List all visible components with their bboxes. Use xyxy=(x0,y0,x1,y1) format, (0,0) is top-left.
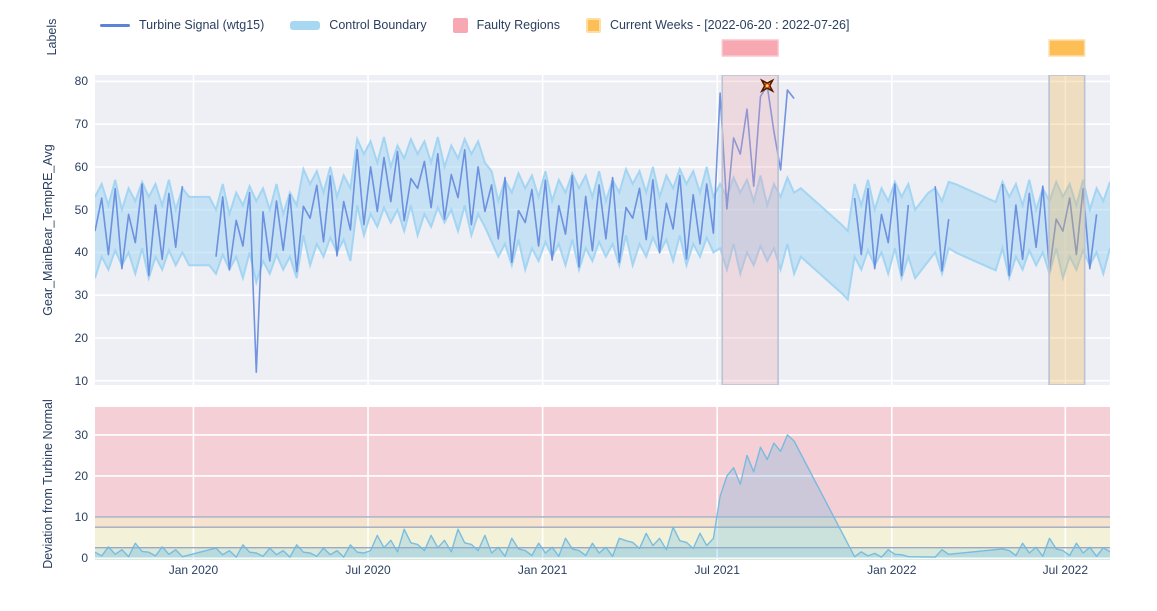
x-tick-label: Jan 2021 xyxy=(517,563,568,577)
main-y-tick-label: 50 xyxy=(74,202,88,217)
labels-axis-title: Labels xyxy=(45,18,59,56)
legend-item-2[interactable]: Faulty Regions xyxy=(452,17,560,33)
main-y-tick-label: 30 xyxy=(74,288,88,303)
main-y-axis-title: Gear_MainBear_TempRE_Avg xyxy=(41,144,55,316)
legend-item-3[interactable]: Current Weeks - [2022-06-20 : 2022-07-26… xyxy=(585,17,850,33)
x-tick-label: Jul 2021 xyxy=(694,563,740,577)
band-swatch-icon xyxy=(290,20,321,30)
main-y-tick-label: 40 xyxy=(74,245,88,260)
legend-item-1[interactable]: Control Boundary xyxy=(290,18,427,32)
zone-normal xyxy=(95,547,1110,560)
turbine-signal-line xyxy=(95,84,1098,373)
legend-item-0[interactable]: Turbine Signal (wtg15) xyxy=(100,18,264,32)
faulty-region-indicator xyxy=(721,39,779,57)
bottom-y-tick-label: 30 xyxy=(74,427,88,442)
deviation-chart-plot[interactable] xyxy=(95,407,1110,560)
main-y-tick-label: 10 xyxy=(74,373,88,388)
main-y-tick-label: 60 xyxy=(74,159,88,174)
zone-warning xyxy=(95,516,1110,528)
control-boundary-upper-line xyxy=(95,135,1110,234)
x-tick-label: Jan 2022 xyxy=(867,563,917,577)
zone-critical xyxy=(95,407,1110,517)
legend-item-label: Current Weeks - [2022-06-20 : 2022-07-26… xyxy=(609,18,850,32)
fault-marker[interactable] xyxy=(759,78,775,93)
x-tick-label: Jul 2022 xyxy=(1042,563,1089,577)
square-swatch-icon xyxy=(585,17,601,33)
current-weeks-indicator xyxy=(1048,39,1086,57)
zone-watch xyxy=(95,527,1110,548)
deviation-line xyxy=(95,434,1110,558)
legend-item-label: Control Boundary xyxy=(329,18,427,32)
square-swatch-icon xyxy=(452,17,468,33)
main-chart-plot[interactable] xyxy=(95,75,1110,385)
labels-strip-plot xyxy=(721,39,1086,57)
bottom-y-tick-label: 10 xyxy=(74,509,88,524)
bottom-y-tick-label: 0 xyxy=(81,550,88,565)
main-y-tick-label: 80 xyxy=(74,74,88,89)
line-swatch-icon xyxy=(100,23,130,27)
faulty-region-band xyxy=(721,75,779,385)
x-tick-label: Jul 2020 xyxy=(345,563,391,577)
current-weeks-band xyxy=(1048,75,1086,385)
bottom-y-tick-label: 20 xyxy=(74,468,88,483)
legend-item-label: Faulty Regions xyxy=(476,18,560,32)
main-y-tick-label: 70 xyxy=(74,117,88,132)
legend-item-label: Turbine Signal (wtg15) xyxy=(139,18,265,32)
x-tick-label: Jan 2020 xyxy=(168,563,219,577)
legend: Turbine Signal (wtg15) Control Boundary Fa… xyxy=(100,13,849,37)
main-y-tick-label: 20 xyxy=(74,330,88,345)
bottom-y-axis-title: Deviation from Turbine Normal xyxy=(41,399,55,569)
control-boundary-lower-line xyxy=(95,204,1110,302)
fault-star-core-icon xyxy=(764,83,770,89)
